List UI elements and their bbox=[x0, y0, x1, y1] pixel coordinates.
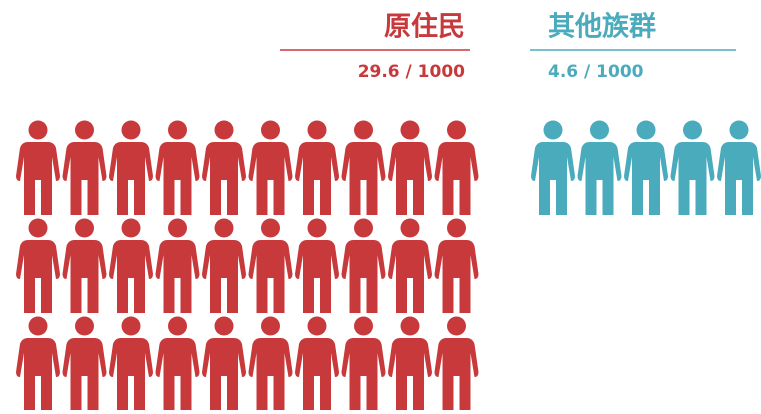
person-body bbox=[62, 338, 107, 411]
person-body bbox=[295, 338, 339, 411]
person-body bbox=[434, 240, 479, 313]
person-body bbox=[388, 142, 432, 215]
person-body bbox=[155, 338, 200, 411]
person-body bbox=[577, 142, 622, 215]
person-head bbox=[214, 218, 234, 238]
person-head bbox=[261, 218, 280, 238]
person-head bbox=[214, 316, 234, 336]
person-body bbox=[341, 240, 386, 313]
person-body bbox=[434, 142, 479, 215]
person-body bbox=[531, 142, 575, 215]
person-body bbox=[624, 142, 668, 215]
person-body bbox=[109, 142, 153, 215]
person-head bbox=[75, 218, 94, 238]
person-body bbox=[670, 142, 715, 215]
group-title: 其他族群 bbox=[548, 11, 656, 43]
person-body bbox=[202, 240, 246, 313]
person-head bbox=[636, 120, 656, 140]
rate-label: 4.6 / 1000 bbox=[548, 62, 644, 82]
person-head bbox=[683, 120, 702, 140]
person-body bbox=[248, 142, 293, 215]
rate-label: 29.6 / 1000 bbox=[358, 62, 465, 82]
person-body bbox=[16, 240, 60, 313]
person-head bbox=[447, 218, 466, 238]
person-head bbox=[307, 316, 327, 336]
person-body bbox=[388, 338, 432, 411]
person-body bbox=[434, 338, 479, 411]
person-head bbox=[75, 120, 94, 140]
person-body bbox=[202, 142, 246, 215]
person-head bbox=[307, 120, 327, 140]
person-head bbox=[28, 120, 48, 140]
person-head bbox=[168, 120, 187, 140]
person-body bbox=[341, 142, 386, 215]
person-body bbox=[62, 240, 107, 313]
person-head bbox=[400, 218, 420, 238]
person-head bbox=[400, 120, 420, 140]
person-head bbox=[307, 218, 327, 238]
person-head bbox=[354, 316, 373, 336]
person-head bbox=[729, 120, 749, 140]
person-head bbox=[354, 218, 373, 238]
person-body bbox=[388, 240, 432, 313]
person-body bbox=[341, 338, 386, 411]
person-head bbox=[28, 316, 48, 336]
person-body bbox=[16, 142, 60, 215]
person-body bbox=[109, 240, 153, 313]
person-head bbox=[354, 120, 373, 140]
person-body bbox=[155, 142, 200, 215]
person-head bbox=[261, 316, 280, 336]
person-head bbox=[447, 316, 466, 336]
person-body bbox=[248, 240, 293, 313]
group-title: 原住民 bbox=[384, 11, 465, 43]
person-head bbox=[121, 120, 141, 140]
person-head bbox=[28, 218, 48, 238]
person-head bbox=[168, 316, 187, 336]
person-body bbox=[62, 142, 107, 215]
person-head bbox=[121, 218, 141, 238]
person-head bbox=[75, 316, 94, 336]
person-body bbox=[155, 240, 200, 313]
person-body bbox=[295, 240, 339, 313]
person-head bbox=[590, 120, 609, 140]
person-body bbox=[16, 338, 60, 411]
person-body bbox=[248, 338, 293, 411]
person-head bbox=[400, 316, 420, 336]
person-body bbox=[202, 338, 246, 411]
person-head bbox=[214, 120, 234, 140]
person-head bbox=[261, 120, 280, 140]
person-body bbox=[109, 338, 153, 411]
person-body bbox=[295, 142, 339, 215]
person-head bbox=[168, 218, 187, 238]
person-head bbox=[543, 120, 563, 140]
person-body bbox=[717, 142, 761, 215]
person-head bbox=[121, 316, 141, 336]
person-head bbox=[447, 120, 466, 140]
